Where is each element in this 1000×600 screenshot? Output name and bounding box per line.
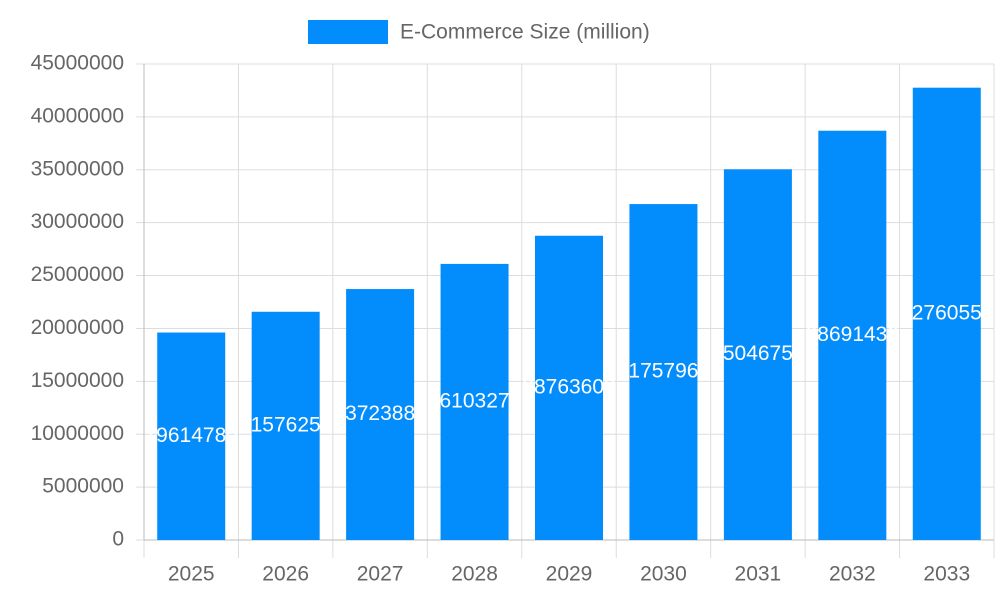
data-label: 42760553 — [900, 301, 993, 324]
x-tick-label: 2033 — [923, 563, 970, 586]
data-label: 19614780 — [145, 424, 238, 447]
data-label: 31757961 — [617, 360, 710, 383]
bar — [251, 311, 320, 540]
y-tick-label: 45000000 — [31, 52, 124, 75]
data-label: 21576258 — [239, 413, 332, 436]
bar — [629, 204, 698, 540]
bar — [912, 87, 981, 541]
y-tick-label: 0 — [112, 528, 124, 551]
legend-swatch — [308, 20, 388, 44]
x-tick-label: 2027 — [357, 563, 404, 586]
y-tick-label: 35000000 — [31, 157, 124, 180]
bar — [535, 235, 603, 540]
x-tick-label: 2029 — [546, 563, 593, 586]
y-tick-label: 5000000 — [42, 475, 124, 498]
x-tick-label: 2026 — [262, 563, 309, 586]
bar — [157, 332, 226, 540]
y-tick-label: 40000000 — [31, 104, 124, 127]
data-label: 28763603 — [522, 375, 615, 398]
legend-label: E-Commerce Size (million) — [400, 21, 650, 44]
x-tick-label: 2025 — [168, 563, 215, 586]
data-label: 35046753 — [711, 342, 804, 365]
data-label: 26103272 — [428, 389, 521, 412]
bar — [818, 130, 887, 540]
y-tick-label: 10000000 — [31, 422, 124, 445]
x-tick-label: 2031 — [735, 563, 782, 586]
bar — [346, 289, 415, 540]
data-label: 23723888 — [333, 402, 426, 425]
bar — [723, 169, 792, 540]
bar — [440, 263, 509, 540]
x-tick-label: 2032 — [829, 563, 876, 586]
y-tick-label: 30000000 — [31, 210, 124, 233]
y-tick-label: 25000000 — [31, 263, 124, 286]
y-tick-label: 20000000 — [31, 316, 124, 339]
x-tick-label: 2030 — [640, 563, 687, 586]
data-label: 38691430 — [806, 323, 899, 346]
y-tick-label: 15000000 — [31, 369, 124, 392]
x-tick-label: 2028 — [451, 563, 498, 586]
